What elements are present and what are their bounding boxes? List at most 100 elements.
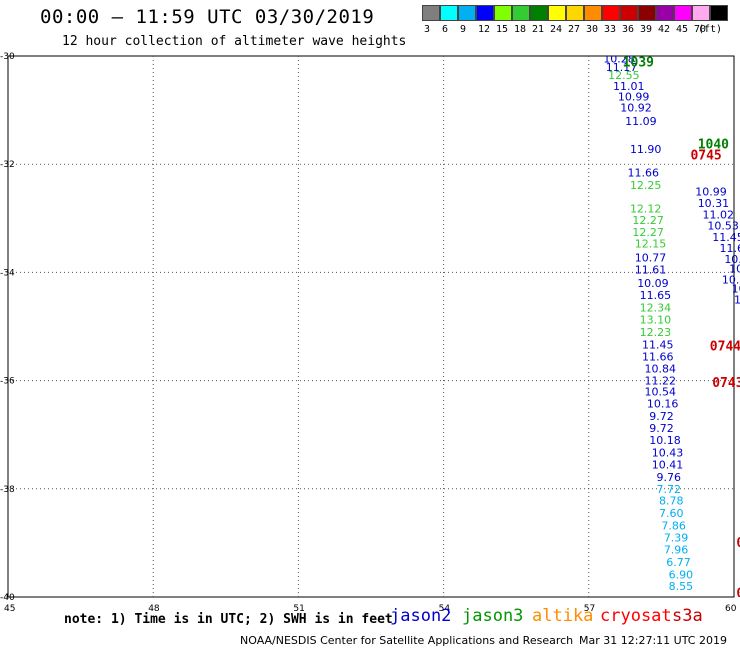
legend-swatch: [476, 5, 494, 21]
legend-swatch: [458, 5, 476, 21]
lon-tick-label: 48: [148, 604, 160, 614]
swh-observation: 11.22: [644, 375, 676, 388]
pass-time-label: 0744: [710, 339, 740, 354]
legend-unit: (ft): [698, 24, 723, 35]
swh-observation: 11.62: [719, 242, 740, 255]
lat-tick-label: -40: [0, 593, 15, 603]
swh-observation: 11.90: [630, 143, 662, 156]
swh-observation: 10.28: [603, 53, 635, 66]
pass-time-label: 1040: [698, 138, 729, 153]
legend-label: 39: [640, 24, 653, 35]
legend-swatch: [638, 5, 656, 21]
map-subtitle: 12 hour collection of altimeter wave hei…: [62, 34, 407, 49]
legend-label: 42: [658, 24, 671, 35]
swh-observation: 12.25: [630, 179, 662, 192]
legend-label: 21: [532, 24, 545, 35]
swh-observation: 7.96: [664, 543, 689, 556]
lat-tick-label: -38: [0, 485, 15, 495]
swh-observation: 10.56: [739, 305, 740, 318]
footer-note: note: 1) Time is in UTC; 2) SWH is in fe…: [64, 612, 393, 627]
satellite-legend-cryosat: cryosat: [600, 606, 672, 626]
swh-observation: 10.41: [652, 458, 684, 471]
legend-swatch: [602, 5, 620, 21]
legend-swatch: [710, 5, 728, 21]
lat-tick-label: -32: [0, 160, 15, 170]
swh-observation: 12.34: [640, 302, 672, 315]
lat-tick-label: -30: [0, 52, 15, 62]
legend-label: 27: [568, 24, 581, 35]
satellite-legend-s3a: s3a: [672, 606, 703, 626]
swh-observation: 10.16: [647, 397, 679, 410]
legend-swatch: [656, 5, 674, 21]
swh-observation: 11.09: [625, 115, 657, 128]
legend-label: 24: [550, 24, 563, 35]
swh-observation: 7.72: [657, 483, 682, 496]
swh-observation: 7.60: [659, 507, 684, 520]
graticule: [8, 56, 734, 597]
swh-observation: 11.45: [642, 338, 674, 351]
legend-label: 15: [496, 24, 509, 35]
pass-time-label: 0742: [736, 587, 740, 602]
legend-swatch: [692, 5, 710, 21]
swh-observation: 12.23: [640, 326, 672, 339]
swh-observation: 12.27: [632, 214, 664, 227]
swh-observation: 12.12: [630, 203, 662, 216]
swh-observation: 11.01: [613, 80, 645, 93]
swh-observation: 10.31: [698, 197, 730, 210]
satellite-legend-jason2: jason2: [390, 606, 452, 626]
swh-observation: 10.02: [722, 273, 740, 286]
legend-swatch: [440, 5, 458, 21]
swh-observation: 11.02: [703, 209, 735, 222]
map-title: 00:00 – 11:59 UTC 03/30/2019: [40, 6, 375, 28]
legend-swatch: [548, 5, 566, 21]
swh-observation: 10.99: [695, 185, 727, 198]
legend-label: 18: [514, 24, 527, 35]
swh-observation: 10.54: [644, 385, 676, 398]
swh-observation: 11.65: [640, 289, 672, 302]
swh-observation: 10.92: [620, 101, 652, 114]
swh-observation: 10.77: [635, 251, 667, 264]
pass-time-label: 1039: [623, 55, 654, 70]
lon-tick-label: 45: [4, 604, 15, 614]
swh-observation: 7.39: [664, 531, 689, 544]
legend-label: 6: [442, 24, 449, 35]
swh-observation: 12.27: [632, 226, 664, 239]
swh-observation: 10.09: [732, 283, 740, 296]
legend-label: 9: [460, 24, 467, 35]
swh-observation: 10.05: [734, 293, 740, 306]
swh-observation: 11.66: [642, 350, 674, 363]
swh-observation: 10.99: [618, 91, 650, 104]
lon-tick-label: 57: [584, 604, 595, 614]
swh-observation: 12.15: [635, 238, 667, 251]
generation-timestamp: Mar 31 12:27:11 UTC 2019: [579, 634, 727, 647]
observation-layer: 10.2811.1712.5511.0110.9910.9211.0911.90…: [603, 53, 740, 593]
legend-label: 12: [478, 24, 491, 35]
swh-observation: 10.88: [729, 263, 740, 276]
swh-observation: 11.61: [635, 264, 667, 277]
swh-observation: 10.43: [652, 447, 684, 460]
legend-label: 45: [676, 24, 689, 35]
lat-tick-label: -34: [0, 268, 15, 278]
pass-time-label: 0743: [712, 376, 740, 391]
lon-tick-label: 60: [725, 604, 737, 614]
swh-observation: 9.72: [649, 422, 674, 435]
map-frame: [7, 55, 735, 598]
swh-observation: 8.55: [669, 580, 694, 593]
swh-observation: 6.77: [666, 556, 691, 569]
swh-observation: 8.78: [659, 495, 684, 508]
legend-swatch: [620, 5, 638, 21]
swh-observation: 11.45: [712, 231, 740, 244]
legend-swatch: [422, 5, 440, 21]
swh-observation: 9.72: [649, 410, 674, 423]
legend-label: 30: [586, 24, 599, 35]
pass-time-label: 0743: [736, 536, 740, 551]
satellite-legend-jason3: jason3: [462, 606, 524, 626]
legend-label: 3: [424, 24, 431, 35]
swh-observation: 10.53: [707, 219, 739, 232]
legend-swatch: [530, 5, 548, 21]
lon-tick-label: 51: [293, 604, 304, 614]
legend-swatch: [584, 5, 602, 21]
